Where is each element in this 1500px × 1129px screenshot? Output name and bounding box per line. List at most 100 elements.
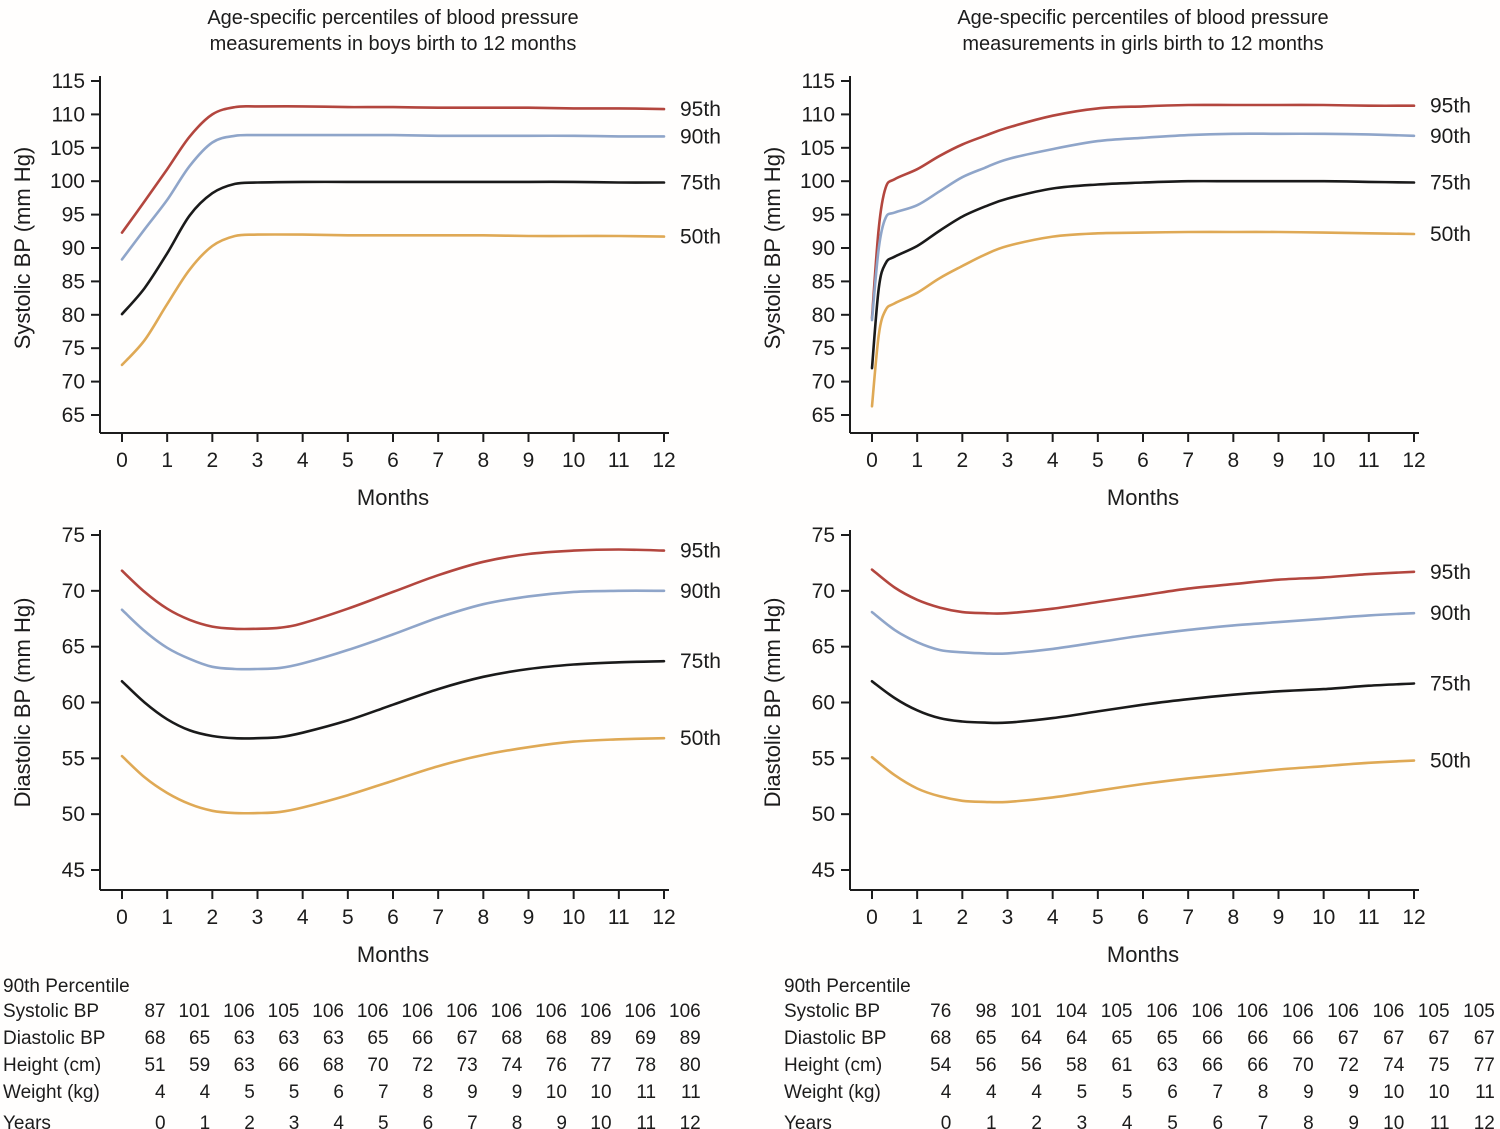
row-value: 65	[1156, 1028, 1178, 1049]
row-value: 10	[1428, 1082, 1450, 1103]
row-value: 68	[930, 1028, 952, 1049]
x-tick-label: 9	[523, 906, 535, 929]
row-value: 7	[467, 1113, 478, 1129]
series-label-50th: 50th	[1430, 750, 1471, 773]
row-value: 63	[233, 1055, 255, 1076]
row-label: Weight (kg)	[784, 1082, 881, 1103]
row-value: 11	[1429, 1113, 1450, 1129]
y-tick-label: 70	[812, 580, 835, 603]
x-tick-label: 3	[1002, 449, 1014, 472]
series-label-50th: 50th	[680, 226, 721, 249]
table-row: Years 0 1 2 3 4 5 6 7 8 9 10 11 12	[784, 1110, 1500, 1129]
y-tick-label: 75	[812, 524, 835, 547]
row-value: 106	[1236, 1001, 1269, 1022]
series-label-50th: 50th	[680, 727, 721, 750]
row-value: 66	[1247, 1028, 1269, 1049]
row-value: 101	[178, 1001, 211, 1022]
row-value: 106	[624, 1001, 657, 1022]
row-value: 106	[446, 1001, 478, 1022]
series-label-90th: 90th	[1430, 125, 1471, 148]
series-label-95th: 95th	[1430, 95, 1471, 118]
row-value: 7	[1212, 1082, 1224, 1103]
x-tick-label: 2	[956, 906, 968, 929]
row-value: 61	[1111, 1055, 1133, 1076]
x-tick-label: 10	[1312, 906, 1335, 929]
row-value: 63	[278, 1028, 300, 1049]
row-value: 72	[412, 1055, 434, 1076]
row-value: 73	[456, 1055, 478, 1076]
chart-title-line: measurements in girls birth to 12 months	[962, 33, 1323, 55]
y-tick-label: 95	[812, 204, 835, 227]
row-value: 72	[1337, 1055, 1359, 1076]
table-row: Weight (kg) 4 4 5 5 6 7 8 9 9 10 10 11 11	[3, 1079, 750, 1106]
x-tick-label: 3	[252, 449, 264, 472]
x-tick-label: 12	[1402, 449, 1425, 472]
row-value: 74	[501, 1055, 523, 1076]
y-axis-label: Systolic BP (mm Hg)	[10, 147, 35, 350]
row-value: 7	[377, 1082, 389, 1103]
table-row: Diastolic BP 68 65 63 63 63 65 66 67 68 68 89 69 89	[3, 1025, 750, 1052]
x-tick-label: 5	[1092, 906, 1104, 929]
row-value: 0	[940, 1113, 952, 1129]
row-value: 2	[244, 1113, 255, 1129]
row-value: 8	[422, 1082, 434, 1103]
x-tick-label: 10	[562, 449, 585, 472]
series-line-90th	[120, 133, 666, 261]
y-tick-label: 50	[62, 803, 85, 826]
x-tick-label: 6	[387, 449, 399, 472]
row-value: 76	[930, 1001, 952, 1022]
y-tick-label: 75	[62, 337, 85, 360]
row-value: 8	[511, 1113, 523, 1129]
series-line-75th	[870, 179, 1416, 370]
row-value: 6	[422, 1113, 434, 1129]
row-value: 89	[679, 1028, 701, 1049]
x-tick-label: 9	[523, 449, 535, 472]
row-value: 68	[144, 1028, 166, 1049]
row-value: 9	[1303, 1082, 1314, 1103]
row-value: 67	[1383, 1028, 1405, 1049]
y-tick-label: 85	[62, 270, 85, 293]
row-value: 8	[1303, 1113, 1314, 1129]
series-label-75th: 75th	[1430, 172, 1471, 195]
row-value: 12	[1473, 1113, 1495, 1129]
row-value: 58	[1066, 1055, 1088, 1076]
row-value: 66	[1247, 1055, 1269, 1076]
row-value: 67	[1337, 1028, 1359, 1049]
row-value: 101	[1010, 1001, 1042, 1022]
row-label: Height (cm)	[3, 1055, 102, 1076]
row-value: 10	[545, 1082, 567, 1103]
y-axis-label: Systolic BP (mm Hg)	[760, 147, 785, 350]
table-title: 90th Percentile	[784, 976, 911, 997]
row-value: 106	[490, 1001, 523, 1022]
series-line-75th	[120, 659, 666, 740]
x-tick-label: 8	[1227, 449, 1239, 472]
y-tick-label: 100	[50, 170, 85, 193]
x-tick-label: 8	[1227, 906, 1239, 929]
row-value: 4	[940, 1082, 952, 1103]
y-axis-label: Diastolic BP (mm Hg)	[760, 598, 785, 808]
row-value: 105	[1417, 1001, 1450, 1022]
y-tick-label: 50	[812, 803, 835, 826]
y-tick-label: 45	[62, 859, 85, 882]
row-value: 106	[1372, 1001, 1405, 1022]
series-line-95th	[870, 103, 1416, 320]
row-value: 106	[356, 1001, 389, 1022]
y-tick-label: 80	[812, 304, 835, 327]
row-value: 105	[1100, 1001, 1133, 1022]
y-tick-label: 60	[812, 692, 835, 715]
row-value: 77	[590, 1055, 612, 1076]
y-tick-label: 70	[62, 371, 85, 394]
series-label-95th: 95th	[1430, 561, 1471, 584]
row-value: 5	[288, 1082, 300, 1103]
y-tick-label: 105	[50, 137, 85, 160]
y-tick-label: 55	[812, 747, 835, 770]
row-value: 78	[634, 1055, 657, 1076]
row-value: 106	[312, 1001, 344, 1022]
row-value: 11	[636, 1082, 657, 1103]
y-tick-label: 65	[812, 636, 835, 659]
row-value: 9	[1348, 1082, 1359, 1103]
x-axis-label: Months	[1107, 485, 1179, 510]
x-tick-label: 4	[1047, 449, 1059, 472]
series-line-95th	[870, 568, 1416, 615]
